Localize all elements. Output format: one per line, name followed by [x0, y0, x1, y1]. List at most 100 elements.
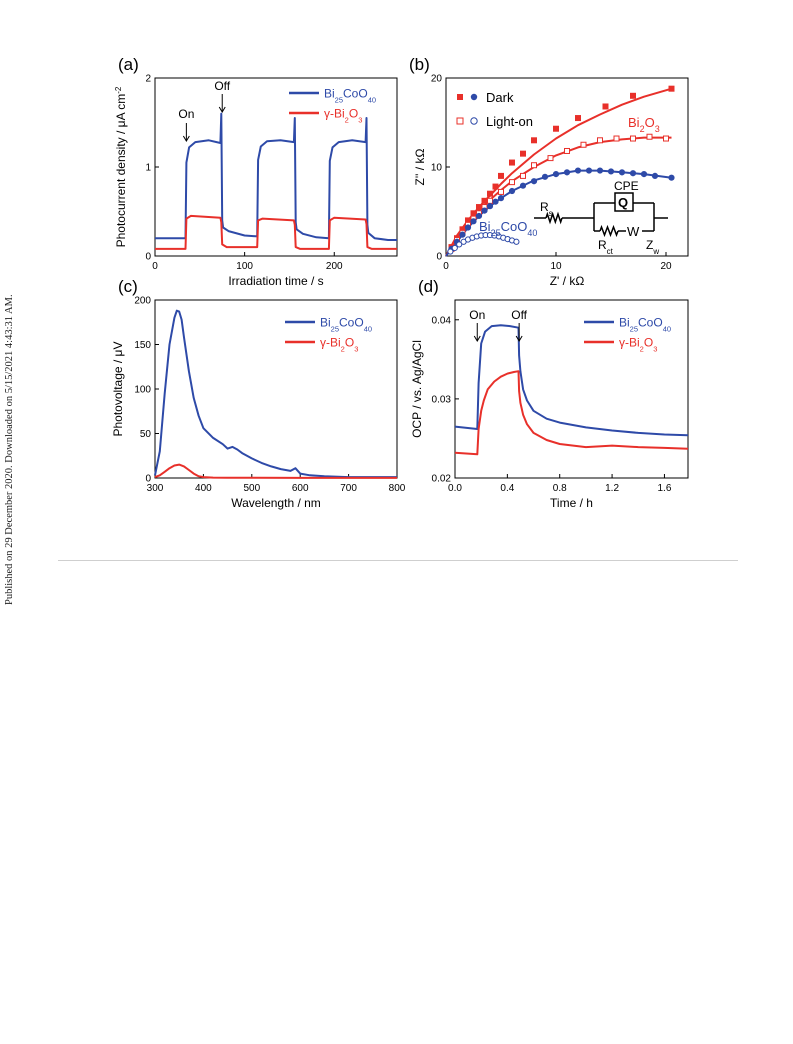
y-tick-label: 0: [436, 252, 442, 263]
annotation-label: On: [178, 107, 194, 121]
series-line: [155, 112, 397, 241]
legend-marker: [456, 117, 464, 125]
legend-label: Bi25CoO40: [320, 316, 372, 334]
data-point: [630, 92, 636, 99]
data-point: [487, 197, 493, 204]
y-axis-label: Photovoltage / μV: [111, 342, 125, 437]
chart-a: 0 100 200 0 1 2 Irradiation time / s (a) Photocu…: [114, 55, 398, 288]
y-tick-label: 50: [140, 429, 152, 440]
data-point: [563, 169, 571, 176]
x-tick-label: 0.4: [500, 483, 514, 494]
data-point: [552, 171, 560, 178]
series-line: [154, 309, 397, 479]
data-point: [596, 167, 604, 174]
annotation-arrowhead: [515, 335, 523, 342]
y-tick-label: 10: [431, 163, 443, 174]
data-point: [597, 137, 603, 144]
circuit-resistor-rct: [599, 224, 619, 238]
download-note-text: Published on 29 December 2020. Downloade…: [4, 294, 15, 605]
data-point: [580, 141, 587, 148]
series-line: [154, 463, 397, 479]
annotation-arrowhead: [218, 106, 226, 113]
y-tick-label: 2: [145, 74, 151, 85]
data-point: [486, 203, 494, 210]
circuit-label-w: W: [627, 224, 640, 239]
circuit-label-zw: Zw: [646, 238, 659, 256]
data-point: [508, 187, 516, 195]
page-divider: [58, 560, 738, 561]
y-tick-label: 1: [145, 163, 151, 174]
y-axis-label: Photocurrent density / μA cm-2: [114, 86, 129, 247]
annotation-label: Off: [511, 308, 527, 322]
x-tick-label: 0.8: [553, 483, 567, 494]
data-point: [481, 197, 488, 204]
annotation-arrowhead: [473, 335, 481, 342]
y-tick-label: 0.04: [432, 315, 452, 326]
annotation-label: Off: [214, 79, 230, 93]
x-tick-label: 800: [389, 483, 406, 494]
x-axis-label: Irradiation time / s: [228, 274, 323, 288]
data-point: [530, 178, 538, 185]
data-point: [470, 218, 477, 225]
legend-marker: [470, 117, 478, 125]
legend-marker: [470, 93, 478, 101]
data-point: [640, 171, 648, 178]
legend-label: Bi25CoO40: [324, 87, 376, 105]
data-point: [564, 147, 570, 154]
data-point: [541, 173, 549, 180]
y-axis-label: OCP / vs. Ag/AgCl: [410, 340, 424, 438]
data-point: [668, 85, 675, 92]
x-tick-label: 0: [443, 261, 449, 272]
data-point: [613, 135, 620, 142]
data-point: [520, 172, 526, 179]
circuit-label-rs: Rs: [540, 200, 553, 218]
data-point: [547, 155, 554, 162]
annotation-arrowhead: [182, 135, 190, 142]
circuit-label-q: Q: [618, 195, 628, 210]
y-tick-label: 100: [134, 385, 151, 396]
x-tick-label: 0: [152, 261, 158, 272]
data-point: [574, 167, 582, 174]
x-tick-label: 20: [660, 261, 672, 272]
data-point: [509, 159, 515, 166]
data-point: [470, 210, 477, 217]
data-point: [498, 172, 504, 179]
plot-frame: [454, 299, 689, 479]
data-point: [513, 238, 520, 245]
data-point: [575, 115, 581, 122]
series-line: [454, 324, 689, 437]
data-point: [629, 170, 637, 177]
x-tick-label: 400: [195, 483, 212, 494]
data-point: [492, 183, 499, 190]
x-tick-label: 500: [243, 483, 260, 494]
chart-c: 300 400 500 600 700 800 0 50 100 150 200 Wavelength…: [111, 277, 406, 510]
legend-marker: [457, 94, 463, 100]
panel-label: (b): [409, 55, 430, 74]
y-axis-label: Z'' / kΩ: [413, 149, 427, 186]
data-point: [607, 168, 615, 175]
legend-label: Bi25CoO40: [619, 316, 671, 334]
legend-label: γ-Bi2O3: [324, 107, 362, 125]
data-point: [520, 150, 526, 157]
data-point: [531, 137, 537, 144]
circuit-cpe-box: [614, 192, 634, 212]
series-line: [155, 214, 397, 250]
data-point: [498, 188, 504, 195]
data-point: [519, 182, 527, 189]
data-point: [492, 198, 499, 205]
x-tick-label: 200: [326, 261, 343, 272]
panel-label: (a): [118, 55, 139, 74]
data-point: [451, 244, 458, 252]
data-point: [630, 135, 636, 142]
x-tick-label: 0.0: [448, 483, 462, 494]
data-point: [459, 231, 466, 238]
y-tick-label: 150: [134, 340, 151, 351]
x-tick-label: 1.2: [605, 483, 619, 494]
y-tick-label: 200: [134, 296, 151, 307]
series-label-bi2o3: Bi2O3: [628, 115, 660, 134]
x-tick-label: 600: [292, 483, 309, 494]
y-tick-label: 0: [145, 474, 151, 485]
circuit-label-rct: Rct: [598, 238, 614, 256]
